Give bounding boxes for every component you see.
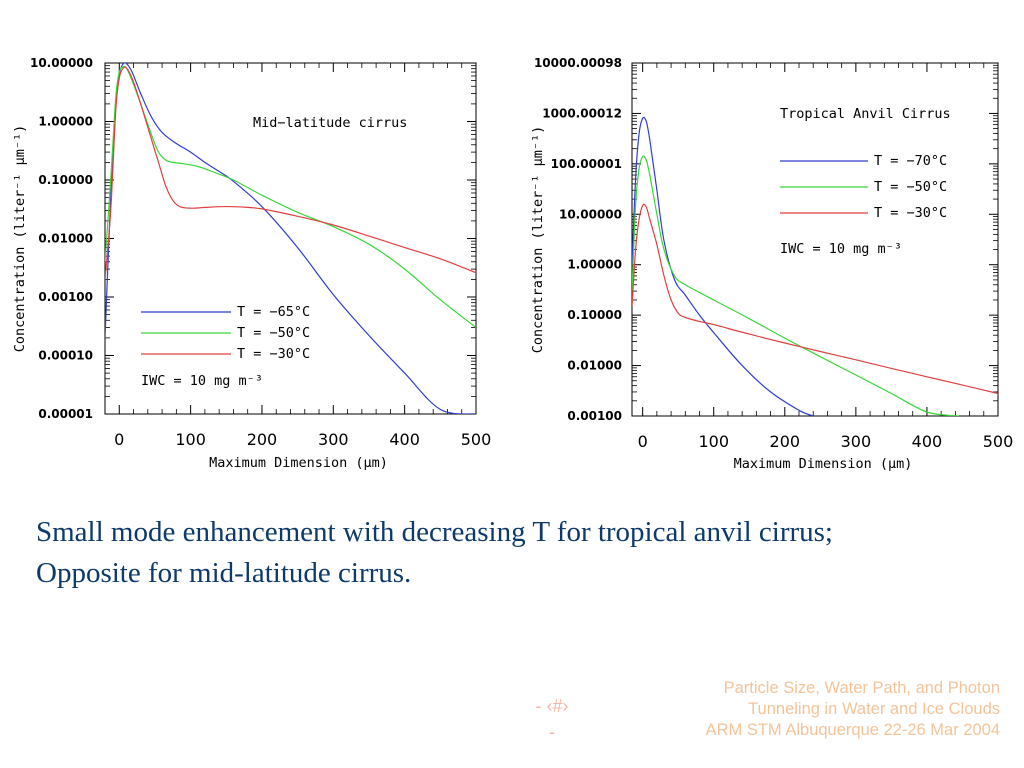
y-axis-label: Concentration (liter⁻¹ μm⁻¹) (530, 126, 546, 354)
x-tick-label: 500 (983, 432, 1014, 451)
legend-label-1: T = −70°C (874, 153, 947, 169)
x-tick-label: 300 (841, 432, 872, 451)
y-tick-label: 0.01000 (567, 359, 622, 373)
y-tick-label: 0.10000 (38, 173, 93, 187)
y-tick-label: 100.00001 (551, 157, 622, 171)
x-tick-label: 400 (389, 430, 420, 449)
series-line-2 (632, 155, 959, 416)
x-tick-label: 0 (638, 432, 648, 451)
tropical-anvil-chart-group: 10000.00098 1000.00012 100.00001 10.00000 1.… (530, 56, 1013, 472)
x-axis-label: Maximum Dimension (μm) (734, 456, 913, 472)
legend-label-3: T = −30°C (874, 205, 947, 221)
legend-label-3: T = −30°C (237, 346, 310, 362)
chart-title: Tropical Anvil Cirrus (780, 106, 951, 122)
slide-number-line-1: - ‹#› (535, 696, 569, 716)
x-tick-label: 300 (318, 430, 349, 449)
legend-label-1: T = −65°C (237, 304, 310, 320)
slide-caption: Small mode enhancement with decreasing T… (36, 512, 996, 594)
slide-number: - ‹#› - (520, 693, 584, 745)
series-line-3 (632, 203, 998, 395)
slide-footer: Particle Size, Water Path, and Photon Tu… (706, 678, 1000, 741)
mid-latitude-chart-group: 10.00000 1.00000 0.10000 0.01000 0.00100 0.00… (12, 56, 491, 471)
x-tick-label: 0 (114, 430, 124, 449)
footer-title-line-1: Particle Size, Water Path, and Photon (723, 679, 1000, 697)
legend-label-2: T = −50°C (237, 325, 310, 341)
y-tick-label: 10.00000 (559, 207, 622, 221)
x-axis-label: Maximum Dimension (μm) (209, 455, 388, 471)
y-tick-label: 0.00100 (567, 409, 622, 423)
x-tick-label: 200 (770, 432, 801, 451)
caption-line-2: Opposite for mid-latitude cirrus. (36, 557, 412, 589)
iwc-annotation: IWC = 10 mg m⁻³ (141, 373, 263, 389)
slide-number-line-2: - (549, 722, 555, 742)
series-line-3 (105, 66, 476, 280)
x-tick-label: 500 (461, 430, 492, 449)
y-tick-label: 0.00010 (38, 349, 93, 363)
footer-event: ARM STM Albuquerque 22-26 Mar 2004 (705, 721, 1000, 739)
footer-title-line-2: Tunneling in Water and Ice Clouds (748, 700, 1000, 718)
chart-title: Mid−latitude cirrus (253, 115, 407, 131)
y-tick-label: 1.00000 (38, 115, 93, 129)
y-tick-label: 10000.00098 (534, 56, 622, 70)
y-tick-label: 0.00100 (38, 290, 93, 304)
iwc-annotation: IWC = 10 mg m⁻³ (780, 241, 902, 257)
y-tick-label: 0.01000 (38, 232, 93, 246)
legend-label-2: T = −50°C (874, 179, 947, 195)
tropical-anvil-plot-frame (631, 62, 999, 417)
y-tick-label: 0.00001 (38, 407, 93, 421)
caption-line-1: Small mode enhancement with decreasing T… (36, 516, 833, 548)
x-tick-label: 400 (912, 432, 943, 451)
y-tick-label: 0.10000 (567, 308, 622, 322)
y-tick-label: 1000.00012 (542, 106, 622, 120)
series-line-2 (105, 65, 476, 329)
y-tick-label: 10.00000 (30, 56, 93, 70)
y-axis-label: Concentration (liter⁻¹ μm⁻¹) (12, 125, 28, 353)
series-line-1 (632, 116, 814, 416)
y-tick-label: 1.00000 (567, 258, 622, 272)
x-tick-label: 100 (175, 430, 206, 449)
x-tick-label: 200 (247, 430, 278, 449)
x-tick-label: 100 (698, 432, 729, 451)
